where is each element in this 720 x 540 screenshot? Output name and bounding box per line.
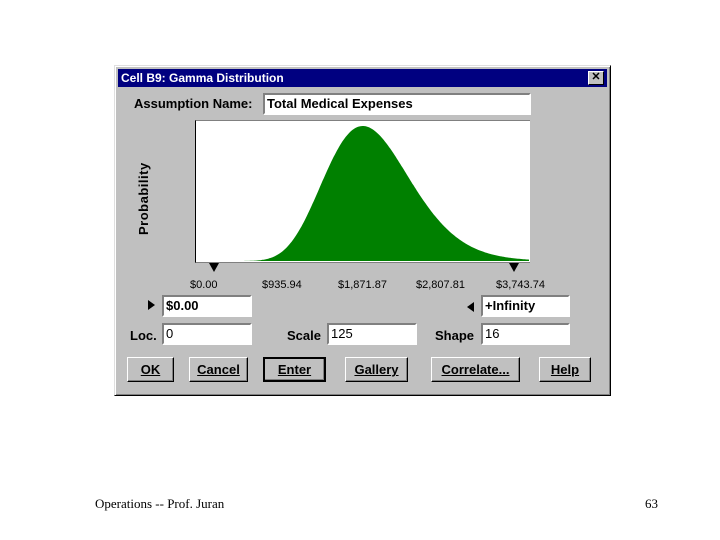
window-title: Cell B9: Gamma Distribution <box>121 71 284 85</box>
upper-bound-marker-icon[interactable] <box>509 263 519 272</box>
enter-button[interactable]: Enter <box>263 357 326 382</box>
x-tick-label: $0.00 <box>190 279 218 291</box>
upper-bound-field[interactable]: +Infinity <box>481 295 570 317</box>
x-tick-label: $1,871.87 <box>338 279 387 291</box>
close-button[interactable]: ✕ <box>588 71 604 85</box>
shape-field[interactable]: 16 <box>481 323 570 345</box>
title-bar: Cell B9: Gamma Distribution ✕ <box>118 69 607 87</box>
page-number: 63 <box>645 496 658 511</box>
lower-bound-marker-icon[interactable] <box>209 263 219 272</box>
cancel-button[interactable]: Cancel <box>189 357 248 382</box>
scale-label: Scale <box>287 328 321 343</box>
shape-label: Shape <box>435 328 475 343</box>
gamma-density-area <box>196 126 529 261</box>
lower-bound-arrow-icon[interactable] <box>148 300 155 310</box>
assumption-name-label: Assumption Name: <box>134 96 253 111</box>
assumption-name-field[interactable]: Total Medical Expenses <box>263 93 531 115</box>
loc-label: Loc. <box>130 328 157 343</box>
x-tick-label: $3,743.74 <box>496 279 545 291</box>
upper-bound-arrow-icon[interactable] <box>467 302 474 312</box>
distribution-chart <box>195 120 530 263</box>
ok-button[interactable]: OK <box>127 357 174 382</box>
lower-bound-field[interactable]: $0.00 <box>162 295 252 317</box>
x-tick-label: $935.94 <box>262 279 302 291</box>
scale-field[interactable]: 125 <box>327 323 417 345</box>
y-axis-label: Probability <box>136 162 151 235</box>
gallery-button[interactable]: Gallery <box>345 357 408 382</box>
x-tick-label: $2,807.81 <box>416 279 465 291</box>
footer-course: Operations -- Prof. Juran <box>95 496 225 511</box>
gamma-curve-plot <box>196 126 529 261</box>
close-icon: ✕ <box>591 71 601 83</box>
loc-field[interactable]: 0 <box>162 323 252 345</box>
help-button[interactable]: Help <box>539 357 591 382</box>
correlate-button[interactable]: Correlate... <box>431 357 520 382</box>
